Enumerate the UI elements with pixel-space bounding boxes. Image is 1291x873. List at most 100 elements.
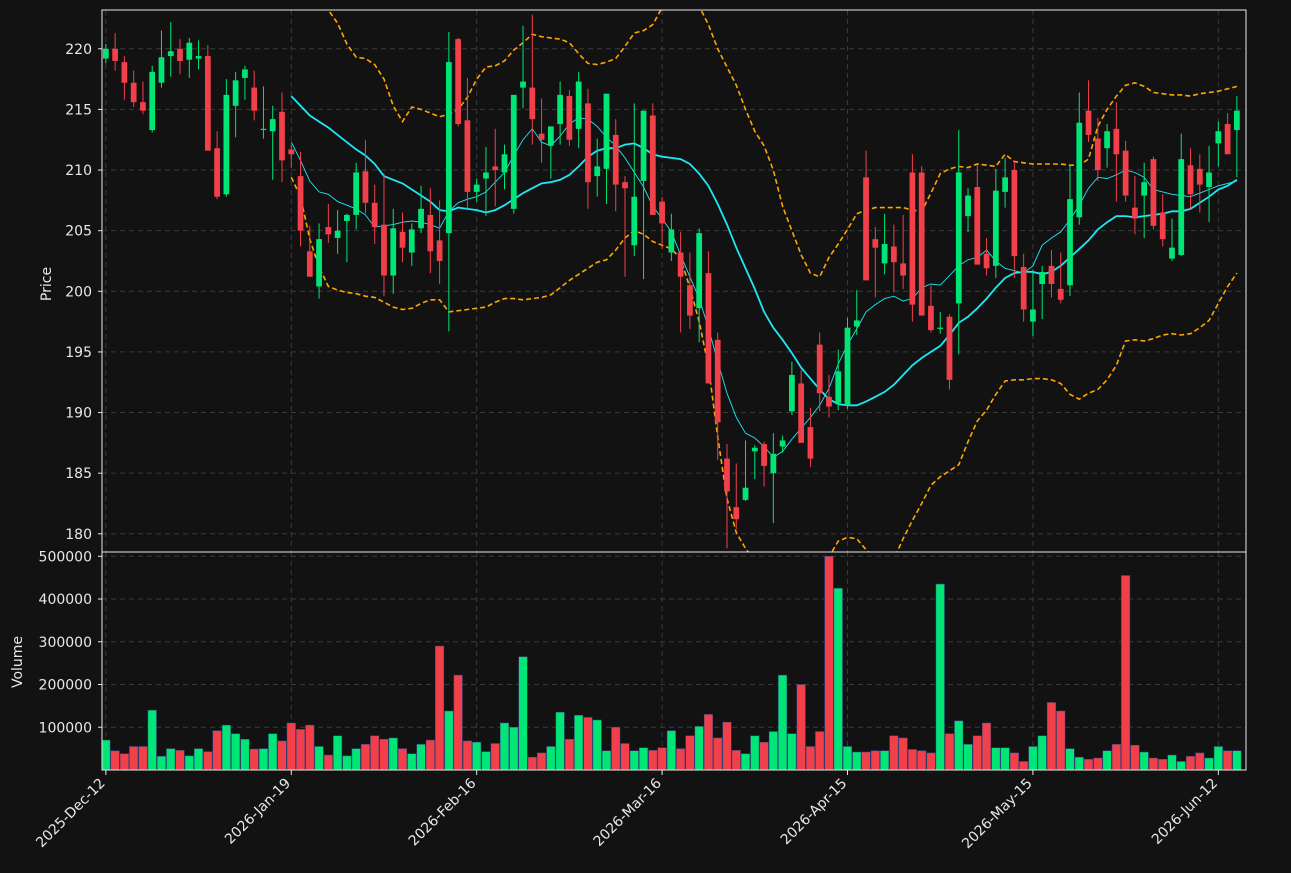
- candle-body: [668, 229, 675, 253]
- candle-body: [195, 56, 202, 59]
- volume-bar: [629, 750, 639, 770]
- candle-body: [733, 507, 740, 520]
- volume-tick-label: 200000: [39, 678, 92, 694]
- candle-body: [761, 444, 767, 466]
- volume-bar: [342, 755, 352, 770]
- candle-body: [566, 96, 573, 140]
- volume-bar: [1186, 756, 1196, 770]
- candle-body: [659, 201, 665, 224]
- candle-body: [612, 134, 619, 185]
- volume-bar: [666, 730, 676, 770]
- volume-bar: [592, 719, 602, 770]
- volume-bar: [1111, 744, 1121, 770]
- candle-body: [872, 239, 879, 248]
- candle-body: [483, 172, 489, 179]
- candle-body: [1085, 110, 1092, 135]
- volume-bar: [323, 754, 333, 770]
- candle-body: [789, 374, 795, 412]
- candle-body: [909, 172, 916, 305]
- volume-tick-label: 100000: [39, 720, 92, 736]
- price-tick-label: 185: [65, 466, 92, 482]
- candle-body: [279, 111, 285, 161]
- candle-body: [501, 154, 508, 173]
- volume-bar: [583, 717, 593, 770]
- candle-body: [826, 396, 832, 407]
- candle-body: [770, 453, 777, 474]
- candle-body: [705, 273, 712, 384]
- volume-bar: [907, 749, 917, 770]
- volume-bar: [648, 750, 658, 770]
- candle-body: [937, 327, 944, 329]
- volume-bar: [435, 645, 445, 770]
- volume-bar: [972, 735, 982, 770]
- volume-bar: [611, 727, 621, 770]
- candle-body: [445, 62, 452, 234]
- candle-body: [965, 195, 971, 217]
- volume-bar: [240, 738, 250, 770]
- candle-body: [557, 94, 563, 124]
- candle-body: [390, 228, 397, 276]
- candle-body: [297, 176, 304, 231]
- volume-bar: [926, 752, 936, 770]
- candle-body: [742, 487, 749, 500]
- volume-bar: [527, 756, 537, 770]
- candle-body: [1224, 123, 1231, 155]
- candle-body: [529, 87, 536, 120]
- candle-body: [455, 39, 462, 124]
- candle-body: [946, 316, 953, 380]
- volume-bar: [509, 727, 519, 770]
- volume-bar: [119, 753, 129, 770]
- price-tick-label: 200: [65, 284, 92, 300]
- volume-bar: [1093, 757, 1103, 770]
- volume-bar: [258, 748, 268, 770]
- volume-bar: [991, 747, 1001, 770]
- candle-body: [863, 177, 869, 281]
- volume-bar: [481, 751, 491, 770]
- volume-bar: [1046, 702, 1056, 770]
- candle-body: [1020, 267, 1027, 310]
- candle-body: [492, 166, 499, 171]
- price-tick-label: 220: [65, 42, 92, 58]
- volume-bar: [184, 755, 194, 770]
- candle-body: [140, 102, 146, 111]
- candle-body: [1002, 177, 1008, 192]
- candle-body: [167, 51, 174, 57]
- volume-bar: [286, 722, 296, 770]
- volume-bar: [1065, 748, 1075, 770]
- candle-body: [473, 184, 480, 192]
- volume-bar: [268, 733, 278, 770]
- candle-body: [371, 202, 378, 228]
- volume-bar: [768, 731, 778, 770]
- candle-body: [955, 172, 962, 304]
- volume-bar: [898, 737, 908, 770]
- candle-body: [1067, 199, 1073, 286]
- volume-bar: [462, 740, 472, 770]
- candle-body: [381, 224, 387, 276]
- candle-body: [1048, 265, 1055, 285]
- candle-body: [547, 126, 554, 146]
- volume-bar: [1204, 757, 1214, 770]
- volume-bar: [694, 726, 704, 770]
- volume-bar: [1139, 751, 1149, 770]
- candle-body: [844, 327, 851, 406]
- candle-body: [1150, 159, 1157, 226]
- candle-body: [603, 93, 610, 169]
- candle-body: [928, 305, 934, 331]
- volume-bar: [129, 746, 139, 770]
- volume-bar: [713, 737, 723, 770]
- volume-bar: [657, 747, 667, 770]
- volume-bar: [944, 733, 954, 770]
- volume-bar: [490, 743, 500, 770]
- volume-bar: [472, 741, 482, 770]
- candle-body: [251, 87, 258, 111]
- volume-bar: [1213, 746, 1223, 770]
- candle-body: [585, 103, 591, 183]
- volume-bar: [1037, 735, 1047, 770]
- candle-body: [1187, 165, 1194, 195]
- candle-body: [1196, 168, 1203, 185]
- candle-body: [835, 371, 842, 403]
- volume-bar: [750, 735, 760, 770]
- volume-bar: [676, 748, 686, 770]
- volume-bar: [305, 724, 315, 770]
- volume-bar: [870, 750, 880, 770]
